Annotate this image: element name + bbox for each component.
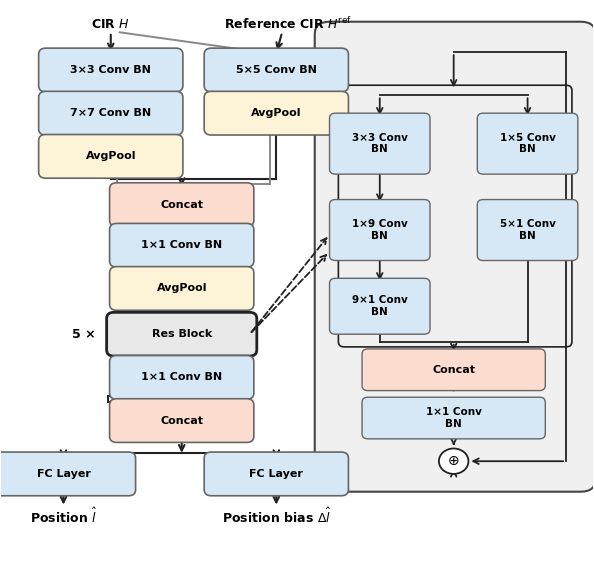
Text: Reference CIR $H^{\mathrm{ref}}$: Reference CIR $H^{\mathrm{ref}}$ bbox=[224, 16, 352, 32]
FancyBboxPatch shape bbox=[204, 48, 349, 92]
FancyBboxPatch shape bbox=[0, 452, 135, 496]
Text: AvgPool: AvgPool bbox=[86, 151, 136, 161]
Text: 5×1 Conv
BN: 5×1 Conv BN bbox=[500, 219, 555, 241]
Text: FC Layer: FC Layer bbox=[249, 469, 304, 479]
FancyBboxPatch shape bbox=[109, 399, 254, 442]
Text: 5×5 Conv BN: 5×5 Conv BN bbox=[236, 65, 317, 75]
Text: 1×5 Conv
BN: 1×5 Conv BN bbox=[500, 133, 555, 154]
Circle shape bbox=[439, 449, 469, 474]
FancyBboxPatch shape bbox=[330, 278, 430, 334]
FancyBboxPatch shape bbox=[39, 91, 183, 135]
FancyBboxPatch shape bbox=[109, 183, 254, 226]
FancyBboxPatch shape bbox=[330, 113, 430, 174]
Text: 5 ×: 5 × bbox=[72, 328, 96, 340]
Text: 1×1 Conv BN: 1×1 Conv BN bbox=[141, 240, 222, 250]
FancyBboxPatch shape bbox=[315, 22, 594, 492]
Text: 1×9 Conv
BN: 1×9 Conv BN bbox=[352, 219, 407, 241]
Text: Concat: Concat bbox=[160, 416, 203, 425]
Text: ⊕: ⊕ bbox=[448, 454, 460, 468]
Text: 3×3 Conv BN: 3×3 Conv BN bbox=[70, 65, 151, 75]
FancyBboxPatch shape bbox=[362, 397, 545, 439]
FancyBboxPatch shape bbox=[478, 113, 578, 174]
Text: FC Layer: FC Layer bbox=[36, 469, 90, 479]
FancyBboxPatch shape bbox=[109, 223, 254, 267]
FancyBboxPatch shape bbox=[39, 48, 183, 92]
Text: AvgPool: AvgPool bbox=[251, 108, 302, 118]
Text: Concat: Concat bbox=[160, 200, 203, 210]
FancyBboxPatch shape bbox=[478, 200, 578, 261]
Text: Res Block: Res Block bbox=[151, 329, 212, 339]
Text: 9×1 Conv
BN: 9×1 Conv BN bbox=[352, 296, 407, 317]
Text: Position $\hat{l}$: Position $\hat{l}$ bbox=[30, 506, 97, 526]
FancyBboxPatch shape bbox=[109, 267, 254, 310]
Text: 3×3 Conv
BN: 3×3 Conv BN bbox=[352, 133, 407, 154]
Text: 7×7 Conv BN: 7×7 Conv BN bbox=[70, 108, 151, 118]
Text: 1×1 Conv BN: 1×1 Conv BN bbox=[141, 372, 222, 382]
Text: Concat: Concat bbox=[432, 365, 475, 375]
Text: Position bias $\Delta\hat{l}$: Position bias $\Delta\hat{l}$ bbox=[222, 506, 331, 526]
FancyBboxPatch shape bbox=[204, 91, 349, 135]
Text: AvgPool: AvgPool bbox=[156, 283, 207, 293]
FancyBboxPatch shape bbox=[362, 349, 545, 391]
FancyBboxPatch shape bbox=[109, 356, 254, 399]
FancyBboxPatch shape bbox=[330, 200, 430, 261]
FancyBboxPatch shape bbox=[204, 452, 349, 496]
FancyBboxPatch shape bbox=[107, 313, 257, 356]
Text: 1×1 Conv
BN: 1×1 Conv BN bbox=[426, 407, 482, 429]
FancyBboxPatch shape bbox=[39, 134, 183, 178]
Text: CIR $H$: CIR $H$ bbox=[91, 18, 130, 31]
